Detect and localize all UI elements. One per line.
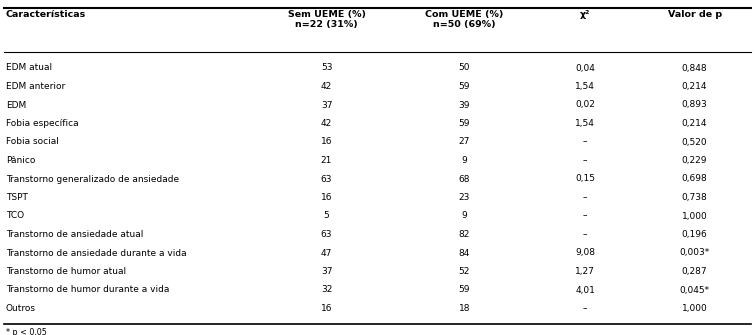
- Text: χ²: χ²: [580, 10, 590, 19]
- Text: 0,229: 0,229: [682, 156, 707, 165]
- Text: 47: 47: [321, 249, 332, 258]
- Text: Fobia específica: Fobia específica: [6, 119, 79, 128]
- Text: 0,520: 0,520: [682, 137, 707, 146]
- Text: 5: 5: [324, 211, 329, 220]
- Text: 0,698: 0,698: [682, 175, 707, 184]
- Text: 59: 59: [458, 119, 470, 128]
- Text: Transtorno de humor durante a vida: Transtorno de humor durante a vida: [6, 285, 169, 294]
- Text: 37: 37: [321, 267, 332, 276]
- Text: 27: 27: [458, 137, 470, 146]
- Text: 37: 37: [321, 100, 332, 110]
- Text: Sem UEME (%)
n=22 (31%): Sem UEME (%) n=22 (31%): [288, 10, 365, 29]
- Text: TCO: TCO: [6, 211, 24, 220]
- Text: 1,000: 1,000: [682, 211, 707, 220]
- Text: –: –: [583, 304, 587, 313]
- Text: –: –: [583, 137, 587, 146]
- Text: 42: 42: [321, 119, 332, 128]
- Text: 16: 16: [321, 193, 332, 202]
- Text: 0,738: 0,738: [682, 193, 707, 202]
- Text: Transtorno de ansiedade durante a vida: Transtorno de ansiedade durante a vida: [6, 249, 186, 258]
- Text: 0,287: 0,287: [682, 267, 707, 276]
- Text: 0,214: 0,214: [682, 82, 707, 91]
- Text: 59: 59: [458, 82, 470, 91]
- Text: 0,214: 0,214: [682, 119, 707, 128]
- Text: 23: 23: [458, 193, 470, 202]
- Text: Transtorno de humor atual: Transtorno de humor atual: [6, 267, 126, 276]
- Text: 18: 18: [458, 304, 470, 313]
- Text: 50: 50: [458, 64, 470, 72]
- Text: 39: 39: [458, 100, 470, 110]
- Text: 1,54: 1,54: [575, 82, 595, 91]
- Text: EDM: EDM: [6, 100, 26, 110]
- Text: EDM anterior: EDM anterior: [6, 82, 65, 91]
- Text: 52: 52: [458, 267, 470, 276]
- Text: 59: 59: [458, 285, 470, 294]
- Text: 0,045*: 0,045*: [680, 285, 710, 294]
- Text: 0,15: 0,15: [575, 175, 595, 184]
- Text: 4,01: 4,01: [575, 285, 595, 294]
- Text: * p < 0,05: * p < 0,05: [6, 328, 47, 335]
- Text: 0,003*: 0,003*: [680, 249, 710, 258]
- Text: 0,893: 0,893: [682, 100, 707, 110]
- Text: Outros: Outros: [6, 304, 35, 313]
- Text: TSPT: TSPT: [6, 193, 28, 202]
- Text: 1,27: 1,27: [575, 267, 595, 276]
- Text: 63: 63: [321, 175, 332, 184]
- Text: 82: 82: [458, 230, 470, 239]
- Text: Características: Características: [6, 10, 86, 19]
- Text: 1,54: 1,54: [575, 119, 595, 128]
- Text: Valor de p: Valor de p: [667, 10, 722, 19]
- Text: 16: 16: [321, 304, 332, 313]
- Text: 32: 32: [321, 285, 332, 294]
- Text: 42: 42: [321, 82, 332, 91]
- Text: 0,848: 0,848: [682, 64, 707, 72]
- Text: 9: 9: [461, 211, 467, 220]
- Text: 68: 68: [458, 175, 470, 184]
- Text: 84: 84: [458, 249, 470, 258]
- Text: Fobia social: Fobia social: [6, 137, 59, 146]
- Text: 0,04: 0,04: [575, 64, 595, 72]
- Text: –: –: [583, 211, 587, 220]
- Text: –: –: [583, 193, 587, 202]
- Text: 0,02: 0,02: [575, 100, 595, 110]
- Text: 63: 63: [321, 230, 332, 239]
- Text: EDM atual: EDM atual: [6, 64, 52, 72]
- Text: Transtorno generalizado de ansiedade: Transtorno generalizado de ansiedade: [6, 175, 179, 184]
- Text: 53: 53: [321, 64, 332, 72]
- Text: 21: 21: [321, 156, 332, 165]
- Text: –: –: [583, 156, 587, 165]
- Text: Pânico: Pânico: [6, 156, 35, 165]
- Text: 0,196: 0,196: [682, 230, 707, 239]
- Text: 1,000: 1,000: [682, 304, 707, 313]
- Text: 9: 9: [461, 156, 467, 165]
- Text: Transtorno de ansiedade atual: Transtorno de ansiedade atual: [6, 230, 143, 239]
- Text: 9,08: 9,08: [575, 249, 595, 258]
- Text: Com UEME (%)
n=50 (69%): Com UEME (%) n=50 (69%): [425, 10, 504, 29]
- Text: 16: 16: [321, 137, 332, 146]
- Text: –: –: [583, 230, 587, 239]
